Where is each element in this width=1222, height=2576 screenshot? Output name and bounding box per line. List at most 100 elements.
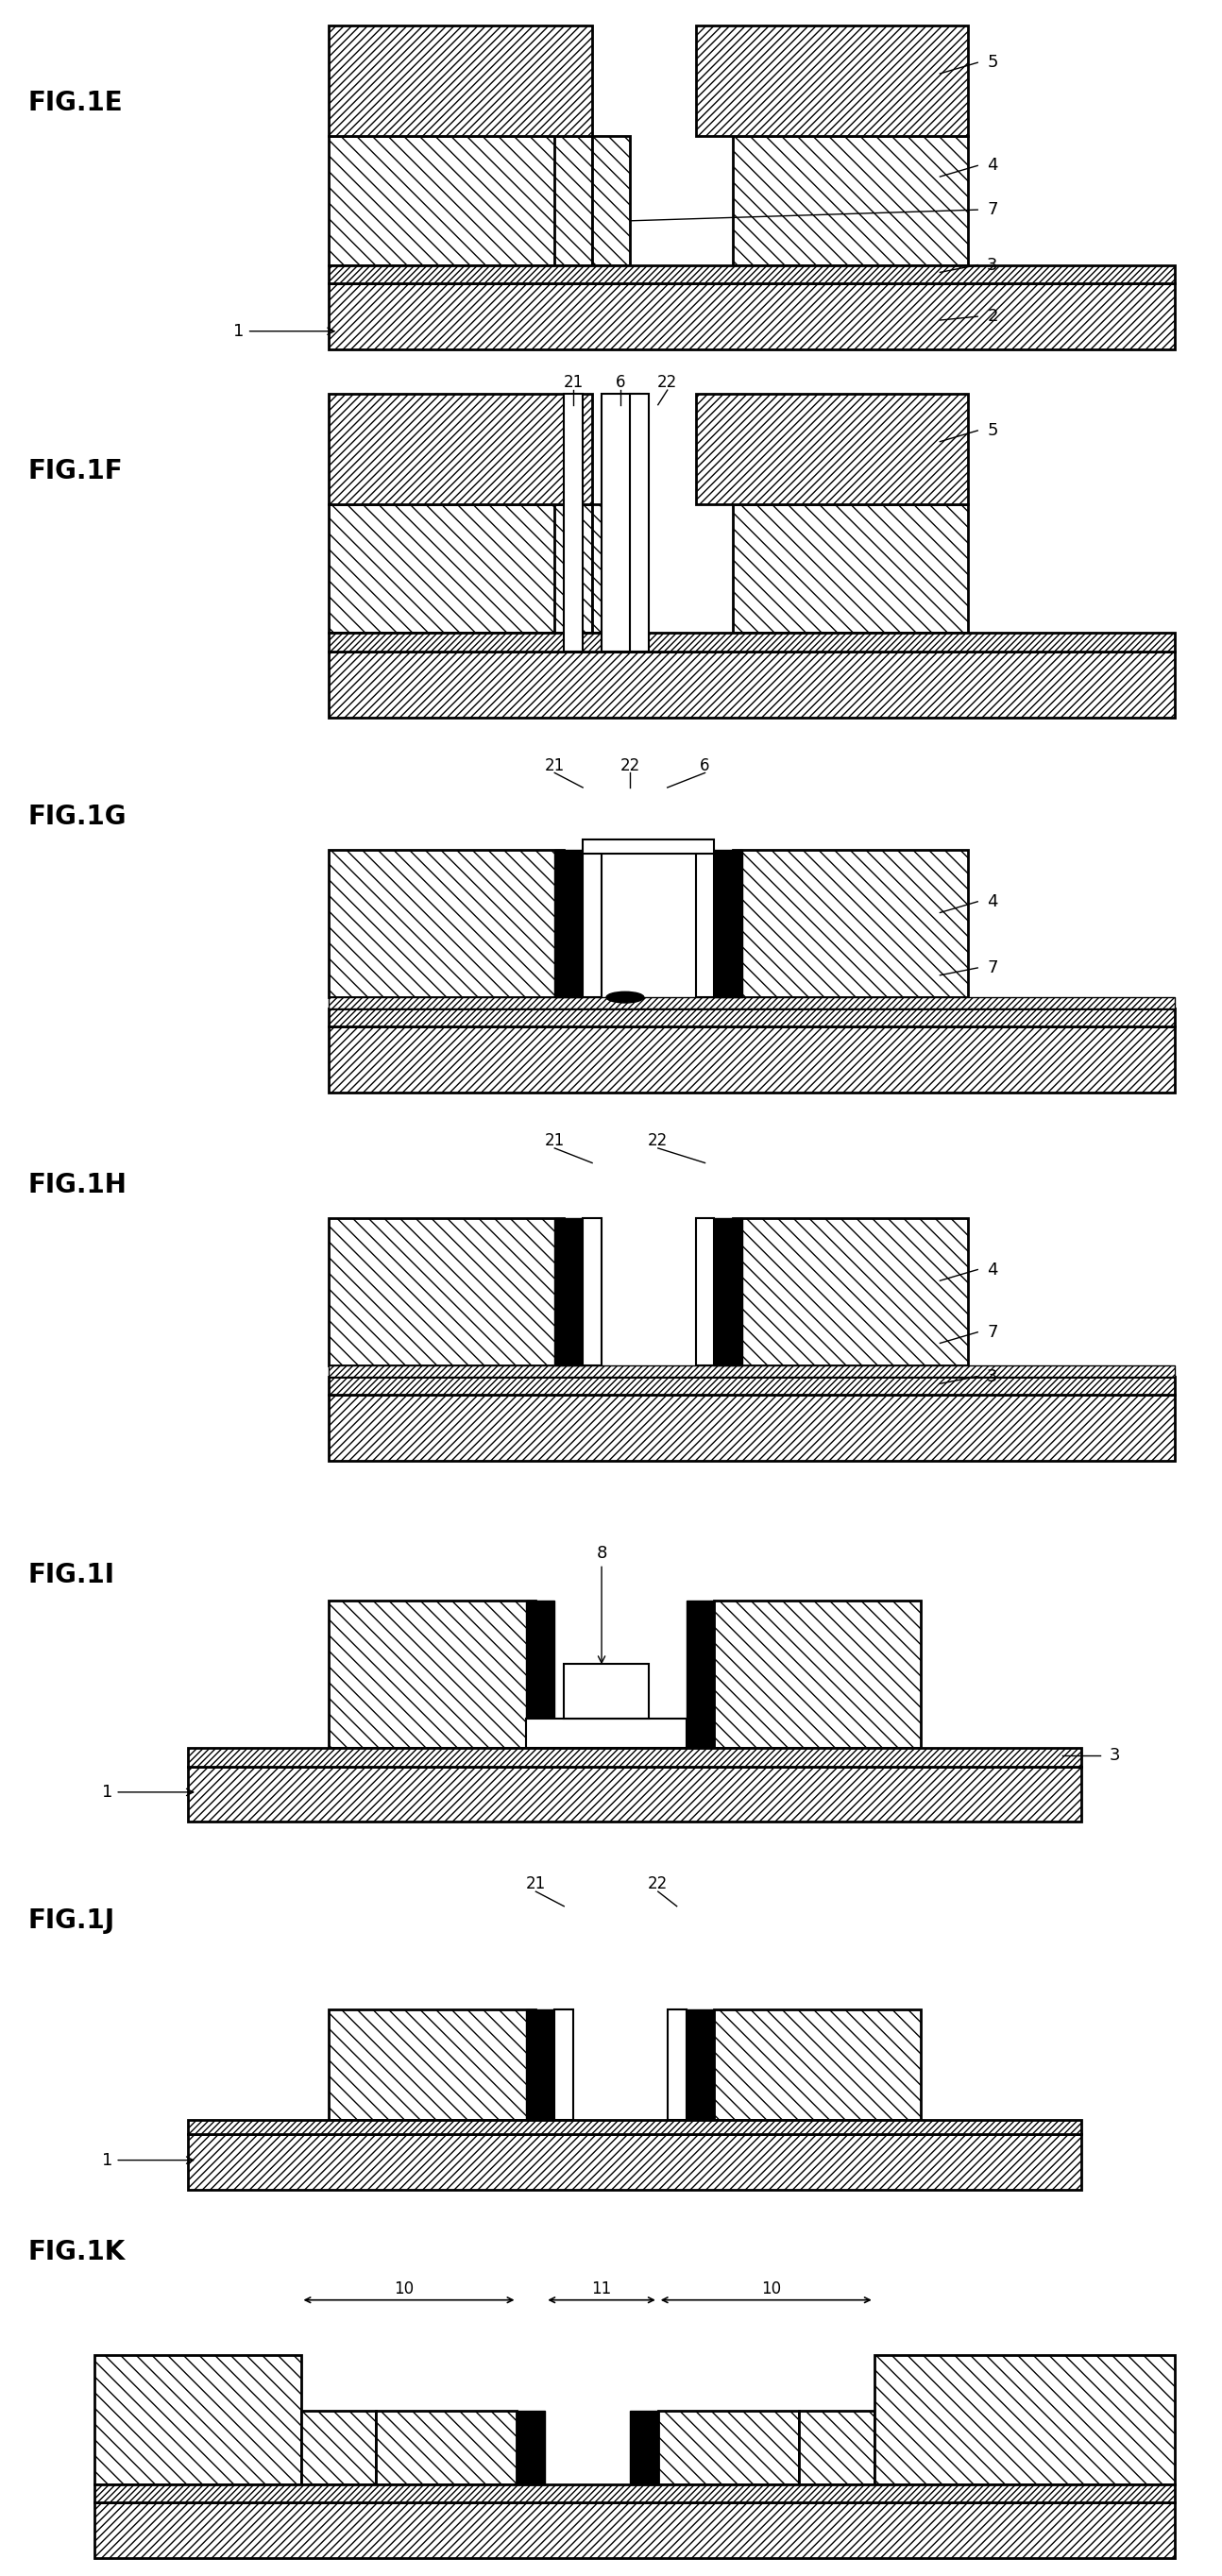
Text: 10: 10 <box>761 2280 781 2298</box>
Text: 6: 6 <box>700 757 710 773</box>
Bar <box>695 850 715 997</box>
Bar <box>733 1218 968 1365</box>
Bar <box>527 1718 687 1749</box>
Bar <box>329 652 1176 719</box>
Text: 4: 4 <box>987 1262 998 1278</box>
Bar <box>715 2009 921 2120</box>
Text: 11: 11 <box>591 2280 612 2298</box>
Text: 4: 4 <box>987 157 998 175</box>
Bar <box>565 394 583 652</box>
Text: 22: 22 <box>648 1875 668 1893</box>
Bar <box>733 137 968 265</box>
Bar <box>329 1028 1176 1092</box>
Bar <box>188 1749 1081 1767</box>
Bar <box>329 1376 1176 1394</box>
Bar <box>629 394 649 652</box>
Bar <box>188 2136 1081 2190</box>
Text: 10: 10 <box>395 2280 414 2298</box>
Bar <box>874 2354 1176 2483</box>
Bar <box>188 2120 1081 2136</box>
Bar <box>687 1600 715 1749</box>
Bar <box>555 1218 583 1365</box>
Bar <box>329 505 565 634</box>
Bar <box>593 137 629 265</box>
Bar <box>329 1218 565 1365</box>
Bar <box>329 2009 535 2120</box>
Bar <box>329 634 1176 652</box>
Bar <box>715 1218 743 1365</box>
Bar <box>733 850 968 997</box>
Bar <box>695 394 968 505</box>
Ellipse shape <box>606 992 644 1002</box>
Text: 5: 5 <box>987 54 998 72</box>
Text: 3: 3 <box>1110 1747 1121 1765</box>
Bar <box>799 2411 874 2483</box>
Bar <box>329 1007 1176 1028</box>
Text: FIG.1G: FIG.1G <box>28 804 127 829</box>
Text: 1: 1 <box>233 322 335 340</box>
Bar <box>329 1365 1176 1376</box>
Text: 22: 22 <box>657 374 677 392</box>
Bar <box>329 394 593 505</box>
Bar <box>583 1218 601 1365</box>
Bar <box>555 850 583 997</box>
Text: 21: 21 <box>525 1875 546 1893</box>
Bar <box>527 1600 555 1749</box>
Bar <box>517 2411 545 2483</box>
Bar <box>188 1767 1081 1821</box>
Text: 21: 21 <box>563 374 583 392</box>
Bar <box>329 1394 1176 1461</box>
Text: 1: 1 <box>103 1783 193 1801</box>
Bar <box>555 137 593 265</box>
Bar <box>667 2009 687 2120</box>
Bar <box>94 2483 1176 2501</box>
Bar <box>329 265 1176 283</box>
Bar <box>555 505 593 634</box>
Bar <box>329 1600 535 1749</box>
Text: FIG.1K: FIG.1K <box>28 2239 126 2264</box>
Text: FIG.1I: FIG.1I <box>28 1561 115 1589</box>
Text: 7: 7 <box>987 958 998 976</box>
Text: 7: 7 <box>987 1324 998 1340</box>
Bar <box>376 2411 517 2483</box>
Text: 5: 5 <box>987 422 998 438</box>
Text: 22: 22 <box>648 1133 668 1149</box>
Bar <box>565 1664 649 1718</box>
Bar <box>583 840 715 853</box>
Bar <box>695 1218 715 1365</box>
Text: FIG.1E: FIG.1E <box>28 90 123 116</box>
Text: 3: 3 <box>987 1368 998 1386</box>
Text: 4: 4 <box>987 894 998 909</box>
Bar <box>601 394 639 652</box>
Bar <box>527 2009 555 2120</box>
Text: 21: 21 <box>545 1133 565 1149</box>
Bar <box>94 2501 1176 2558</box>
Text: 8: 8 <box>596 1546 607 1664</box>
Bar <box>329 997 1176 1007</box>
Text: 22: 22 <box>620 757 640 773</box>
Bar <box>733 505 968 634</box>
Bar <box>695 26 968 137</box>
Bar <box>329 850 565 997</box>
Bar <box>583 850 601 997</box>
Text: 6: 6 <box>616 374 626 392</box>
Bar <box>593 505 629 634</box>
Text: FIG.1H: FIG.1H <box>28 1172 127 1198</box>
Bar <box>657 2411 799 2483</box>
Text: 7: 7 <box>987 201 998 219</box>
Bar <box>329 26 593 137</box>
Text: 3: 3 <box>987 258 998 273</box>
Bar <box>715 850 743 997</box>
Text: 1: 1 <box>103 2151 193 2169</box>
Bar <box>329 137 565 265</box>
Text: 2: 2 <box>987 309 998 325</box>
Text: FIG.1F: FIG.1F <box>28 459 123 484</box>
Text: 21: 21 <box>545 757 565 773</box>
Text: FIG.1J: FIG.1J <box>28 1909 115 1935</box>
Bar <box>629 2411 657 2483</box>
Bar <box>687 2009 715 2120</box>
Bar <box>715 1600 921 1749</box>
Bar <box>94 2354 301 2483</box>
Bar <box>301 2411 376 2483</box>
Bar <box>555 2009 573 2120</box>
